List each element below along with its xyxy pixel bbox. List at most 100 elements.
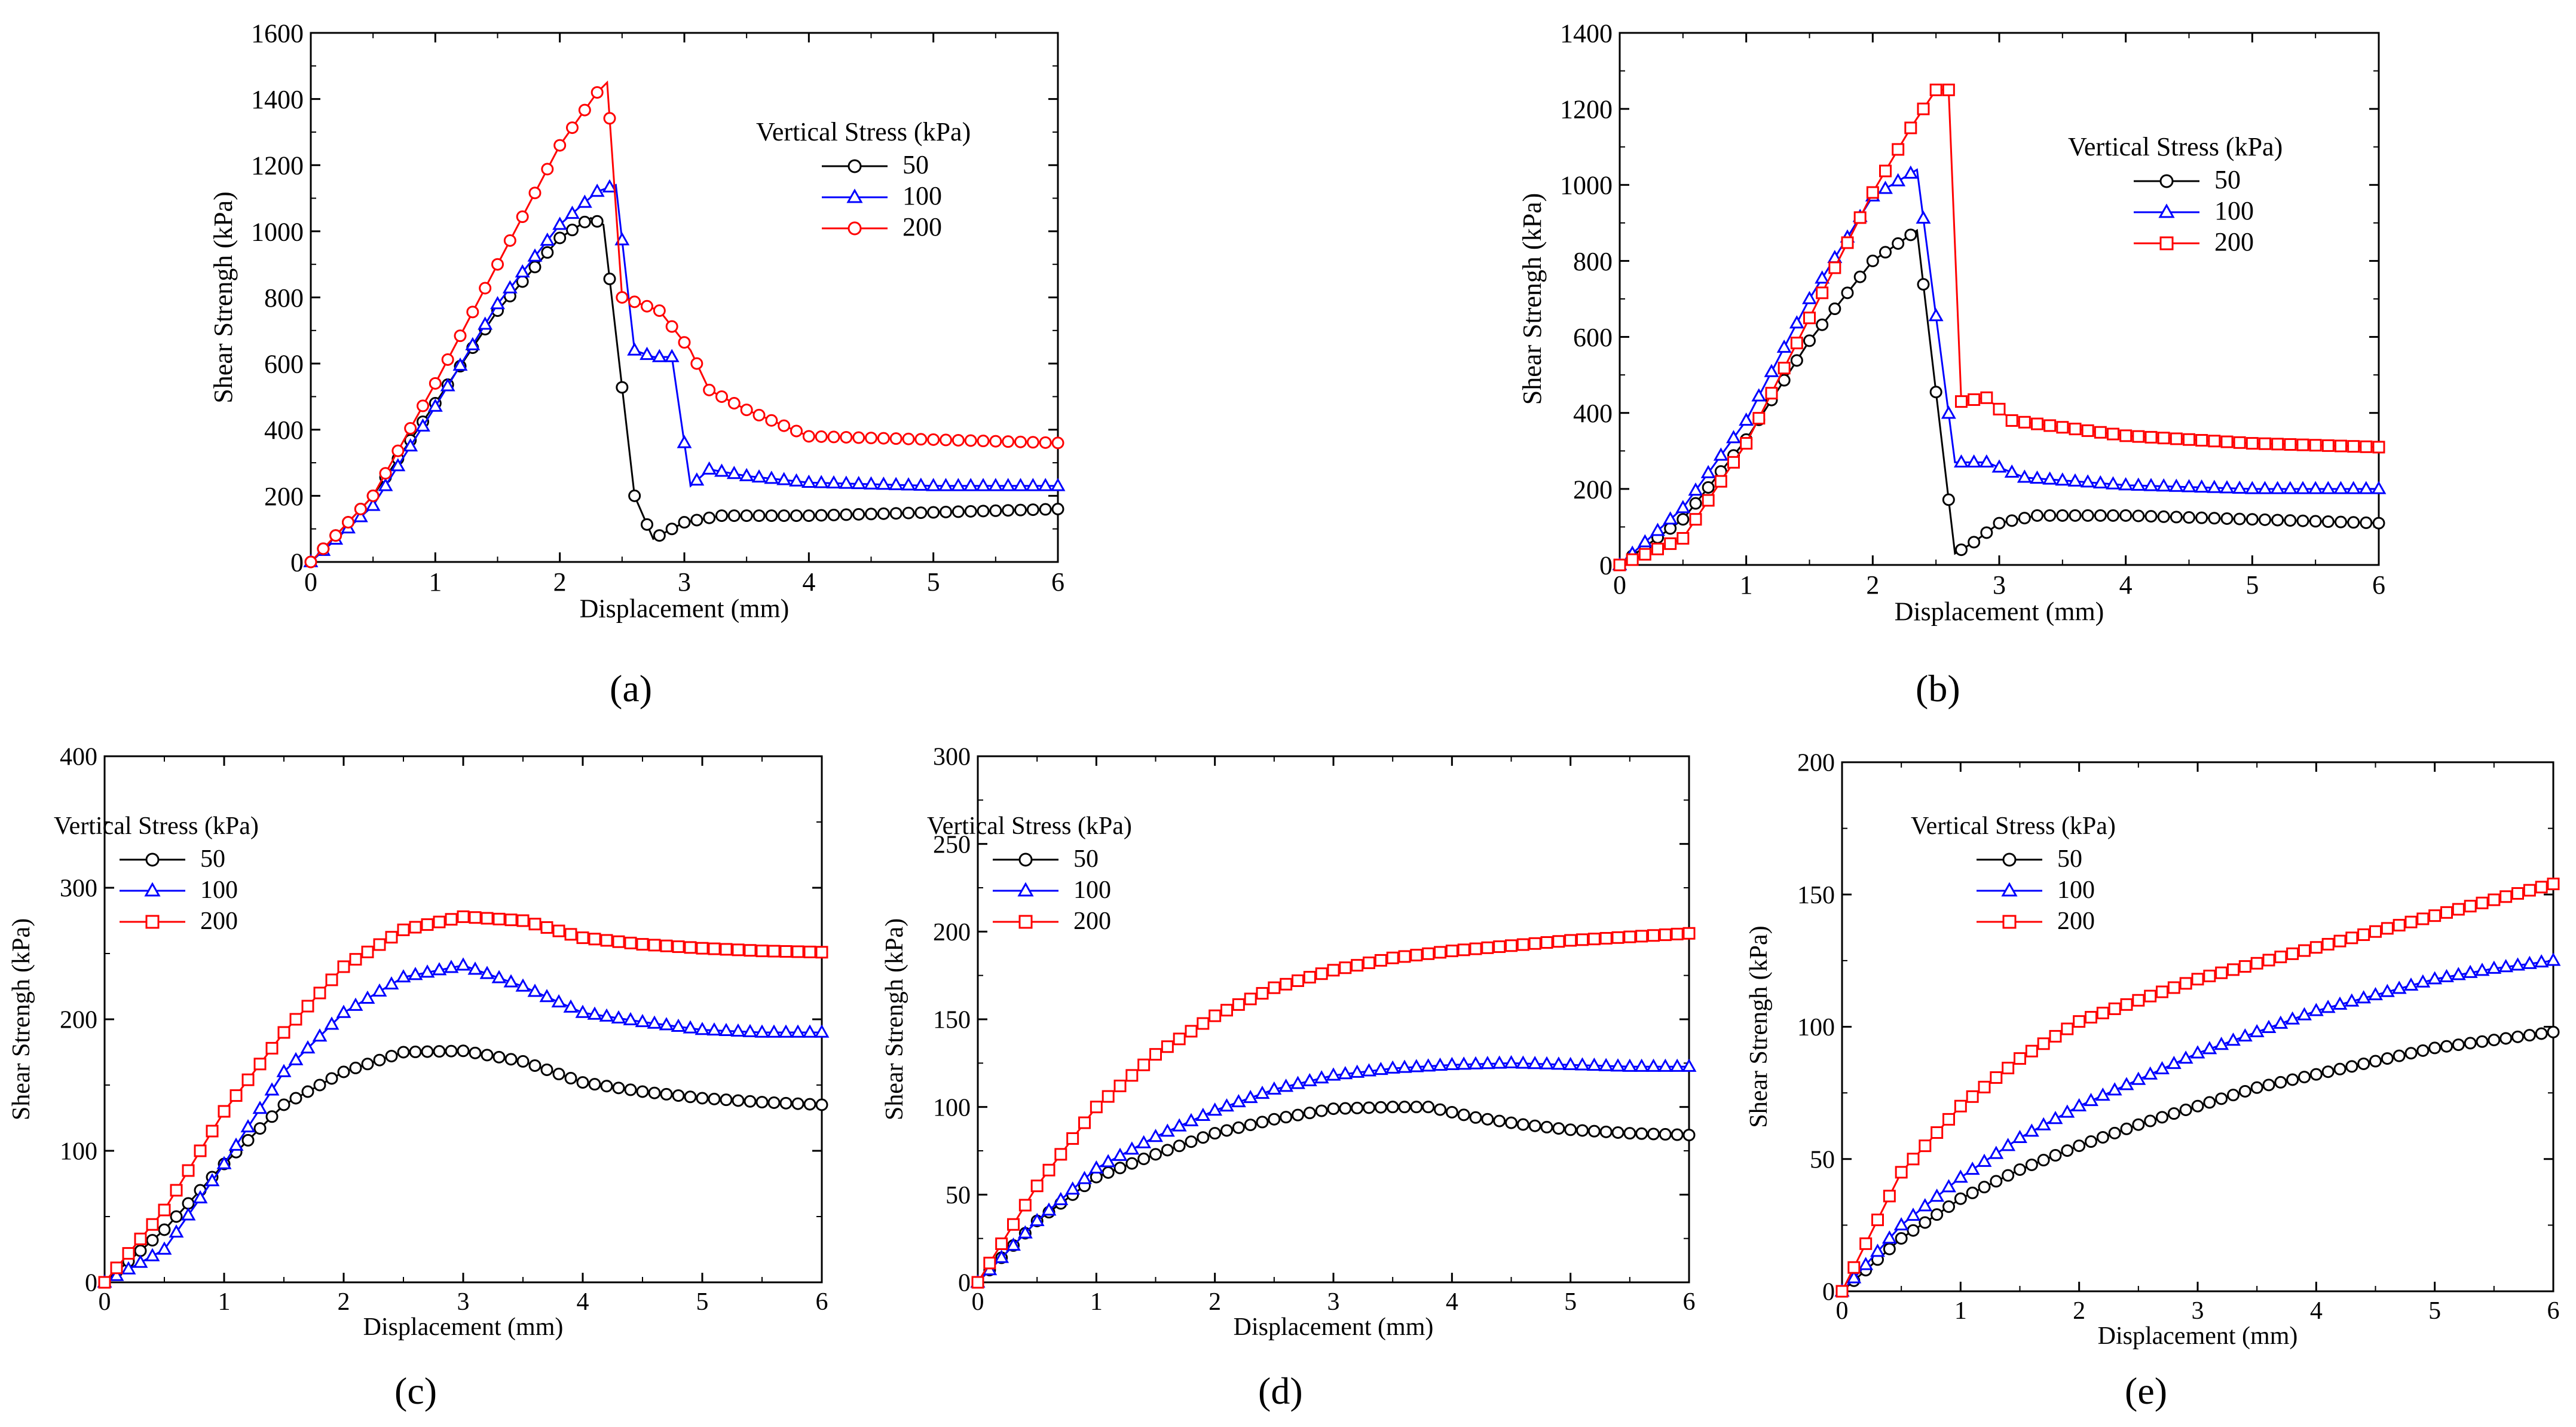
marker-100-31 [467, 961, 483, 975]
marker-50-60 [2547, 1025, 2560, 1038]
marker-50-38 [2286, 1073, 2299, 1086]
marker-200-23 [373, 938, 386, 951]
marker-100-43 [839, 475, 854, 489]
marker-50-39 [790, 509, 803, 522]
y-axis-label: Shear Strengh (kPa) [1518, 193, 1547, 405]
marker-200-60 [1682, 927, 1696, 940]
marker-100-40 [2308, 1003, 2324, 1016]
marker-50-19 [541, 246, 554, 259]
marker-100-60 [2546, 952, 2561, 966]
marker-100-2 [121, 1261, 136, 1275]
marker-100-48 [901, 477, 916, 491]
marker-100-4 [1881, 1230, 1897, 1244]
marker-200-0 [1835, 1285, 1849, 1298]
marker-50-46 [648, 1086, 661, 1099]
marker-100-3 [1006, 1237, 1021, 1251]
marker-100-60 [1050, 478, 1066, 491]
x-axis-label: Displacement (mm) [2098, 1322, 2298, 1350]
marker-50-21 [349, 1061, 362, 1074]
marker-50-40 [2309, 1068, 2323, 1081]
marker-100-44 [1492, 1055, 1507, 1069]
x-tick-label-6: 6 [2372, 570, 2385, 600]
marker-200-38 [552, 924, 565, 937]
marker-100-42 [826, 475, 842, 489]
marker-100-41 [813, 475, 829, 488]
marker-50-54 [977, 505, 990, 518]
marker-200-4 [1018, 1199, 1032, 1212]
marker-100-54 [2295, 481, 2311, 494]
marker-200-53 [732, 943, 745, 957]
marker-200-13 [1125, 1069, 1139, 1082]
marker-200-1 [110, 1261, 123, 1275]
marker-50-16 [1161, 1144, 1174, 1157]
marker-100-53 [963, 478, 978, 491]
marker-100-37 [539, 989, 555, 1003]
marker-50-26 [1280, 1111, 1293, 1124]
marker-100-40 [575, 1004, 591, 1018]
marker-100-26 [1941, 405, 1956, 419]
marker-200-29 [665, 320, 678, 333]
marker-50-25 [616, 381, 629, 394]
marker-200-22 [2096, 1006, 2109, 1019]
y-tick-label-0: 0 [1822, 1279, 1835, 1306]
marker-200-10 [218, 1105, 231, 1118]
marker-200-25 [1268, 981, 1281, 994]
marker-200-11 [1752, 412, 1766, 425]
marker-50-25 [397, 1046, 410, 1059]
marker-200-7 [1054, 1148, 1067, 1161]
marker-200-13 [466, 305, 479, 319]
marker-50-6 [170, 1210, 183, 1223]
marker-50-56 [2321, 515, 2335, 528]
marker-200-58 [791, 945, 804, 958]
x-axis-label: Displacement (mm) [1895, 597, 2104, 626]
marker-200-42 [2333, 934, 2346, 948]
y-tick-label-4: 800 [264, 283, 304, 313]
marker-200-11 [1966, 1090, 1979, 1103]
marker-100-19 [1195, 1107, 1211, 1122]
marker-50-14 [265, 1110, 279, 1123]
marker-100-34 [503, 974, 519, 988]
y-tick-label-4: 200 [933, 919, 971, 946]
marker-50-12 [1978, 1181, 1991, 1194]
marker-200-39 [564, 928, 577, 941]
marker-200-59 [2535, 881, 2548, 894]
marker-100-legend [1017, 882, 1034, 897]
marker-200-5 [366, 489, 380, 502]
marker-50-16 [2025, 1158, 2038, 1171]
marker-50-30 [457, 1044, 470, 1058]
marker-50-29 [445, 1044, 458, 1058]
marker-100-50 [695, 1022, 710, 1035]
marker-200-13 [1990, 1071, 2003, 1084]
marker-100-21 [1878, 181, 1893, 194]
marker-100-31 [2202, 1041, 2217, 1055]
legend-entry-200: 200 [1073, 907, 1111, 935]
marker-200-34 [727, 397, 741, 410]
marker-50-21 [1879, 246, 1892, 259]
marker-200-51 [940, 433, 952, 447]
marker-50-50 [927, 506, 940, 519]
marker-200-18 [1841, 236, 1854, 249]
shear-strength-chart-d: 0 1 2 3 4 5 6 0 50 100 150 200 250 300 Displacement (m… [881, 744, 1697, 1341]
marker-200-22 [361, 945, 374, 958]
y-tick-label-3: 150 [1797, 882, 1835, 909]
marker-100-17 [515, 264, 530, 278]
marker-100-41 [2320, 1000, 2336, 1013]
marker-100-19 [540, 232, 555, 246]
marker-100-21 [348, 997, 363, 1011]
marker-50-11 [1966, 1186, 1979, 1199]
marker-50-32 [2215, 1092, 2228, 1105]
marker-50-36 [2069, 509, 2082, 522]
marker-50-57 [2511, 1030, 2524, 1043]
marker-200-48 [902, 432, 915, 445]
marker-100-42 [599, 1008, 614, 1022]
marker-200-legend [145, 915, 160, 929]
marker-50-57 [1647, 1127, 1660, 1141]
marker-100-18 [2048, 1111, 2063, 1125]
marker-50-14 [2002, 1169, 2015, 1182]
marker-50-42 [600, 1080, 613, 1093]
marker-50-27 [1292, 1108, 1304, 1122]
marker-200-1 [1847, 1261, 1861, 1274]
marker-100-45 [2182, 479, 2196, 493]
marker-50-51 [2259, 513, 2271, 526]
marker-100-22 [2095, 1087, 2110, 1101]
